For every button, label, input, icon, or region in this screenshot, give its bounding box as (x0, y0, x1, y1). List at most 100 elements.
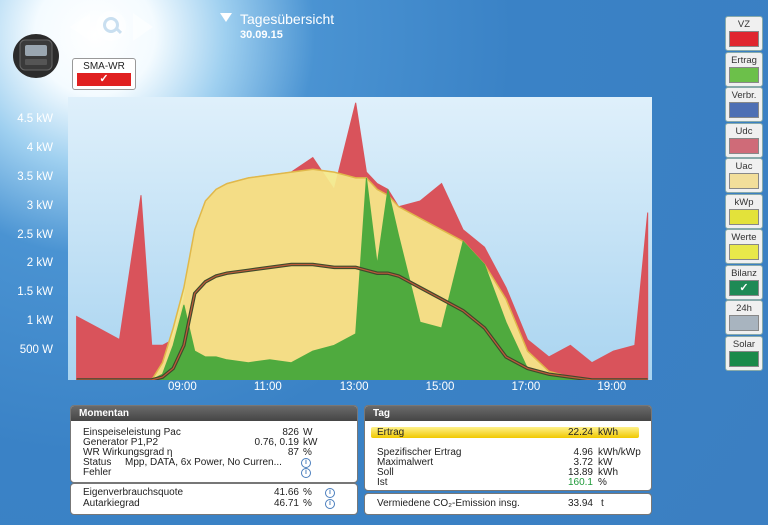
legend-button-udc[interactable]: Udc (725, 122, 763, 158)
y-tick-label: 3 kW (26, 199, 53, 212)
y-tick-label: 1.5 kW (17, 286, 53, 299)
quota-row-unit: % (303, 487, 312, 498)
legend-button-vz[interactable]: VZ (725, 16, 763, 51)
tag-row-unit: kWh/kWp (598, 447, 641, 458)
legend-button-uac[interactable]: Uac (725, 158, 763, 193)
ertrag-unit: kWh (598, 427, 618, 438)
tag-panel: Tag Ertrag 22.24 kWh Spezifischer Ertrag… (364, 405, 652, 491)
momentan-row-value: 87 (287, 447, 299, 458)
legend-swatch (729, 315, 759, 331)
page-title[interactable]: Tagesübersicht (240, 11, 335, 27)
momentan-row-unit: W (303, 427, 313, 438)
legend-button-label: Solar (732, 338, 756, 350)
tag-row-value: 13.89 (567, 467, 593, 478)
dropdown-triangle-icon[interactable] (220, 13, 232, 22)
y-tick-label: 3.5 kW (17, 170, 53, 183)
ertrag-label: Ertrag (377, 427, 405, 438)
tag-row-label: Ist (377, 477, 388, 488)
nav-prev-arrow-icon[interactable] (70, 13, 90, 41)
device-check-icon: ✓ (77, 73, 131, 86)
legend-swatch (729, 137, 759, 154)
y-tick-label: 4 kW (26, 141, 53, 154)
legend-button-label: Udc (735, 125, 753, 137)
fehler-label: Fehler (83, 467, 112, 478)
inverter-device-icon (13, 34, 59, 78)
legend-swatch (729, 31, 759, 47)
header: Tagesübersicht 30.09.15 (220, 11, 335, 41)
device-label: SMA-WR (83, 61, 125, 72)
legend-swatch (729, 173, 759, 189)
status-label: Status (83, 457, 112, 468)
quota-row-label: Autarkiegrad (83, 498, 140, 509)
legend-button-label: Ertrag (731, 54, 757, 66)
x-tick-label: 15:00 (425, 381, 455, 393)
legend-button-ertrag[interactable]: Ertrag (725, 51, 763, 87)
tag-row-label: Soll (377, 467, 394, 478)
momentan-row-unit: kW (303, 437, 318, 448)
legend-button-label: Verbr. (731, 90, 757, 101)
co2-label: Vermiedene CO₂-Emission insg. (377, 498, 520, 509)
status-value: Mpp, DATA, 6x Power, No Curren... (125, 457, 282, 468)
legend-button-verbr[interactable]: Verbr. (725, 87, 763, 122)
quota-panel: Eigenverbrauchsquote 41.66% i Autarkiegrad 4… (70, 483, 358, 515)
momentan-row-label: Generator P1,P2 (83, 437, 159, 448)
momentan-row-unit: % (303, 447, 312, 458)
momentan-row-value: 0.76, 0.19 (254, 437, 299, 448)
quota-row-label: Eigenverbrauchsquote (83, 487, 184, 498)
y-tick-label: 4.5 kW (17, 113, 53, 126)
momentan-row-value: 826 (282, 427, 299, 438)
legend-button-24h[interactable]: 24h (725, 300, 763, 335)
tag-row-unit: kWh (598, 467, 618, 478)
x-tick-label: 19:00 (597, 381, 627, 393)
tag-row-label: Maximalwert (377, 457, 434, 468)
legend-swatch (729, 350, 759, 367)
momentan-row-label: Einspeiseleistung Pac (83, 427, 181, 438)
co2-unit: t (601, 498, 604, 509)
y-tick-label: 1 kW (26, 315, 53, 328)
device-selector[interactable]: SMA-WR ✓ (72, 58, 136, 90)
tag-title: Tag (365, 406, 651, 421)
legend-swatch (729, 66, 759, 83)
tag-row-unit: % (598, 477, 607, 488)
co2-value: 33.94 (567, 498, 593, 509)
quota-row-value: 46.71 (273, 498, 299, 509)
x-tick-label: 09:00 (167, 381, 197, 393)
ertrag-highlight-bar (371, 427, 639, 438)
co2-panel: Vermiedene CO₂-Emission insg. 33.94 t (364, 493, 652, 515)
quota-info-icon[interactable]: i (325, 488, 335, 498)
tag-row-unit: kW (598, 457, 613, 468)
legend-swatch (729, 244, 759, 260)
y-tick-label: 2.5 kW (17, 228, 53, 241)
legend-button-label: 24h (736, 303, 752, 314)
tag-row-value: 4.96 (573, 447, 593, 458)
legend-swatch: ✓ (729, 279, 759, 296)
tag-row-value: 160.1 (567, 477, 593, 488)
y-tick-label: 2 kW (26, 257, 53, 270)
momentan-title: Momentan (71, 406, 357, 421)
page-date: 30.09.15 (240, 29, 283, 41)
legend-button-label: Werte (731, 232, 757, 243)
fehler-info-icon[interactable]: i (301, 468, 311, 478)
legend-button-kwp[interactable]: kWp (725, 193, 763, 229)
ertrag-value: 22.24 (567, 427, 593, 438)
momentan-panel: Momentan Einspeiseleistung Pac 826 W Genera… (70, 405, 358, 483)
nav-next-arrow-icon[interactable] (133, 13, 153, 41)
legend-button-label: VZ (737, 19, 751, 30)
legend-swatch (729, 102, 759, 118)
legend-button-bilanz[interactable]: Bilanz ✓ (725, 264, 763, 300)
status-info-icon[interactable]: i (301, 458, 311, 468)
legend-button-label: kWp (734, 196, 754, 208)
daily-power-chart[interactable] (68, 97, 652, 380)
legend-button-label: Uac (735, 161, 753, 172)
legend-button-label: Bilanz (731, 267, 757, 279)
zoom-search-icon[interactable] (96, 11, 126, 41)
quota-info-icon[interactable]: i (325, 499, 335, 509)
y-tick-label: 500 W (19, 344, 53, 357)
x-tick-label: 11:00 (253, 381, 282, 393)
series-line-verbr-highlight (76, 263, 648, 380)
quota-row-value: 41.66 (273, 487, 299, 498)
legend-button-werte[interactable]: Werte (725, 229, 763, 264)
momentan-row-label: WR Wirkungsgrad η (83, 447, 173, 458)
x-tick-label: 17:00 (511, 381, 541, 393)
legend-button-solar[interactable]: Solar (725, 335, 763, 371)
